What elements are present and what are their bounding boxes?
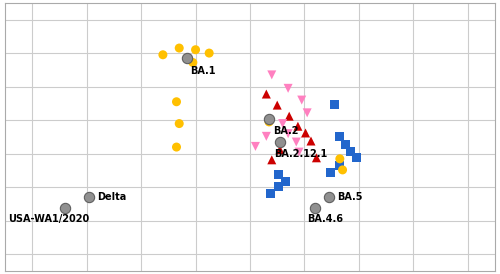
Point — [278, 121, 286, 126]
Text: BA.2.12.1: BA.2.12.1 — [274, 149, 328, 159]
Point — [265, 120, 273, 124]
Point — [336, 163, 344, 168]
Point — [265, 116, 273, 121]
Point — [274, 172, 282, 177]
Point — [175, 46, 183, 50]
Point — [189, 60, 197, 65]
Point — [330, 102, 338, 106]
Point — [274, 184, 282, 189]
Point — [285, 114, 293, 118]
Point — [266, 191, 274, 196]
Point — [172, 145, 180, 149]
Point — [338, 168, 346, 172]
Point — [352, 156, 360, 160]
Point — [184, 56, 192, 60]
Point — [298, 98, 306, 102]
Text: BA.4.6: BA.4.6 — [307, 214, 343, 224]
Point — [172, 99, 180, 104]
Point — [86, 195, 94, 199]
Point — [336, 134, 344, 139]
Point — [292, 140, 300, 144]
Point — [294, 124, 302, 129]
Text: BA.2: BA.2 — [273, 126, 298, 136]
Point — [312, 156, 320, 160]
Point — [302, 131, 310, 135]
Text: USA-WA1/2020: USA-WA1/2020 — [8, 214, 89, 224]
Point — [175, 121, 183, 126]
Point — [268, 73, 276, 77]
Point — [262, 92, 270, 96]
Point — [303, 111, 311, 115]
Point — [295, 150, 303, 154]
Point — [268, 158, 276, 162]
Text: BA.1: BA.1 — [190, 65, 216, 76]
Point — [282, 179, 290, 184]
Point — [284, 86, 292, 90]
Point — [276, 148, 284, 152]
Point — [262, 134, 270, 139]
Point — [273, 103, 281, 107]
Point — [159, 53, 167, 57]
Point — [284, 132, 292, 136]
Text: BA.5: BA.5 — [337, 192, 362, 202]
Point — [342, 142, 349, 147]
Point — [336, 157, 344, 161]
Point — [205, 51, 213, 55]
Point — [61, 206, 69, 210]
Point — [252, 144, 260, 149]
Point — [312, 206, 320, 210]
Point — [326, 170, 334, 175]
Point — [276, 140, 284, 144]
Point — [307, 139, 315, 143]
Point — [192, 48, 200, 52]
Point — [346, 149, 354, 153]
Text: Delta: Delta — [98, 192, 127, 202]
Point — [325, 195, 333, 199]
